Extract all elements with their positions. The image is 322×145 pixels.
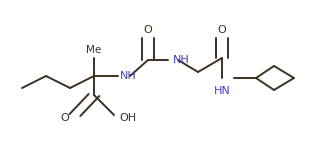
Text: NH: NH — [120, 71, 137, 81]
Text: Me: Me — [86, 45, 102, 55]
Text: HN: HN — [213, 86, 230, 96]
Text: O: O — [218, 25, 226, 35]
Text: O: O — [144, 25, 152, 35]
Text: OH: OH — [119, 113, 136, 123]
Text: O: O — [61, 113, 69, 123]
Text: NH: NH — [173, 55, 190, 65]
